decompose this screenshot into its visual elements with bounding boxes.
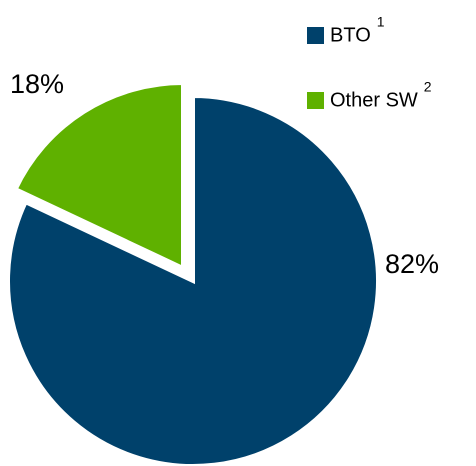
data-label: 18%	[10, 69, 64, 99]
legend-swatch	[307, 27, 324, 44]
legend-note: 2	[424, 79, 432, 95]
pie-slice	[12, 80, 185, 272]
legend-swatch	[307, 92, 324, 109]
legend-label: BTO	[330, 24, 371, 46]
legend-label: Other SW	[330, 89, 418, 111]
legend-note: 1	[377, 14, 385, 30]
pie-slice	[6, 93, 380, 466]
data-label: 82%	[385, 249, 439, 279]
